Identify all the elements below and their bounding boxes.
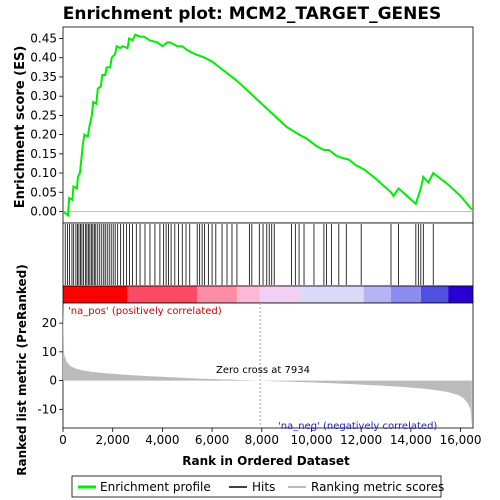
na-pos-label: 'na_pos' (positively correlated) [68,306,222,317]
es-tick-label: 0.25 [30,108,57,122]
color-bar-segment [128,286,198,303]
legend-label-enrichment: Enrichment profile [100,480,211,494]
es-tick-label: 0.20 [30,128,57,142]
color-bar-segment [237,286,260,303]
color-bar-segment [421,286,448,303]
hits-panel [63,223,473,286]
enrichment-score-panel: 0.00 0.05 0.10 0.15 0.20 0.25 0.30 0.35 0.40 0.45… [13,27,473,223]
legend: Enrichment profile Hits Ranking metric s… [72,476,444,497]
hits-frame [63,223,473,286]
metric-axis: -10 0 10 20 [37,316,63,416]
zero-cross-label: Zero cross at 7934 [216,365,310,376]
es-tick-label: 0.15 [30,147,57,161]
metric-tick-label: 20 [42,316,57,330]
chart-title: Enrichment plot: MCM2_TARGET_GENES [63,4,442,24]
es-tick-label: 0.40 [30,51,57,65]
x-tick-label: 2,000 [96,433,130,447]
es-tick-label: 0.00 [30,204,57,218]
es-axis: 0.00 0.05 0.10 0.15 0.20 0.25 0.30 0.35 0.40 0.45 [30,32,63,219]
color-bar-segment [197,286,237,303]
color-bar-segment [364,286,391,303]
es-tick-label: 0.30 [30,89,57,103]
x-tick-label: 4,000 [145,433,179,447]
color-bar-segment [299,286,364,303]
es-tick-label: 0.35 [30,70,57,84]
color-bar-segment [391,286,421,303]
color-bar-segment [63,286,128,303]
es-y-axis-label: Enrichment score (ES) [13,46,28,209]
es-tick-label: 0.10 [30,166,57,180]
x-tick-label: 8,000 [245,433,279,447]
na-neg-label: 'na_neg' (negatively correlated) [278,421,437,432]
metric-tick-label: 10 [42,345,57,359]
color-bar-segment [448,286,473,303]
es-tick-label: 0.05 [30,185,57,199]
x-tick-label: 12,000 [340,433,382,447]
legend-label-metric: Ranking metric scores [311,480,444,494]
metric-tick-label: 0 [49,374,57,388]
es-plot-frame [63,27,473,223]
x-tick-label: 16,000 [440,433,482,447]
rank-color-bar [63,286,473,303]
color-bar-segment [260,286,299,303]
x-tick-label: 6,000 [195,433,229,447]
x-tick-label: 10,000 [290,433,332,447]
x-axis-label: Rank in Ordered Dataset [182,454,350,468]
es-tick-label: 0.45 [30,32,57,46]
x-tick-label: 0 [59,433,67,447]
x-tick-label: 14,000 [390,433,432,447]
metric-y-axis-label: Ranked list metric (PreRanked) [15,264,29,476]
metric-tick-label: -10 [37,402,57,416]
legend-label-hits: Hits [252,480,275,494]
